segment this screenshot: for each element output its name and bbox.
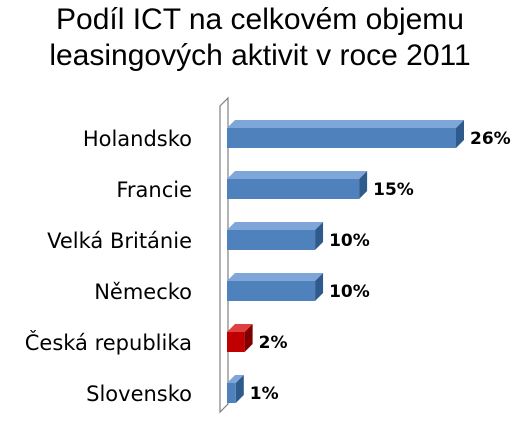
chart-title-line-2: leasingových aktivit v roce 2011 [49, 39, 471, 72]
value-label: 10% [329, 282, 370, 302]
category-label: Velká Británie [47, 229, 192, 253]
bar-top [227, 324, 253, 332]
bar-side [315, 273, 324, 301]
bar [227, 332, 245, 352]
value-label: 15% [373, 180, 414, 200]
bar [227, 179, 360, 199]
category-label: Česká republika [25, 330, 192, 355]
bar-top [227, 273, 324, 281]
bar-side [359, 171, 368, 199]
value-label: 2% [259, 333, 288, 353]
bar-side [456, 120, 464, 148]
category-label: Francie [116, 178, 192, 202]
bar-top [227, 120, 464, 128]
category-label: Holandsko [83, 127, 192, 151]
axis-wall [219, 96, 229, 414]
bar-top [227, 222, 324, 230]
chart-title: Podíl ICT na celkovém objemu leasingovýc… [0, 2, 520, 74]
bar-side [315, 222, 324, 250]
category-label: Slovensko [86, 382, 192, 406]
category-label: Německo [94, 280, 192, 304]
chart-title-line-1: Podíl ICT na celkovém objemu [56, 3, 464, 36]
bar [227, 281, 316, 301]
value-label: 10% [329, 231, 370, 251]
bar-side [235, 375, 244, 403]
value-label: 26% [470, 129, 511, 149]
bar-top [227, 375, 244, 383]
bar-top [227, 171, 368, 179]
bar [227, 230, 316, 250]
bar-side [244, 324, 253, 352]
value-label: 1% [250, 384, 279, 404]
bar [227, 383, 236, 403]
bar [227, 128, 456, 148]
